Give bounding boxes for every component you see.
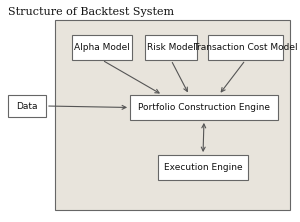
FancyBboxPatch shape [55, 20, 290, 210]
Text: Alpha Model: Alpha Model [74, 43, 130, 52]
Text: Execution Engine: Execution Engine [164, 163, 242, 172]
FancyBboxPatch shape [158, 155, 248, 180]
FancyBboxPatch shape [8, 95, 46, 117]
Text: Transaction Cost Model: Transaction Cost Model [193, 43, 298, 52]
Text: Portfolio Construction Engine: Portfolio Construction Engine [138, 103, 270, 112]
FancyBboxPatch shape [72, 35, 132, 60]
Text: Risk Model: Risk Model [147, 43, 195, 52]
FancyBboxPatch shape [208, 35, 283, 60]
FancyBboxPatch shape [145, 35, 197, 60]
Text: Structure of Backtest System: Structure of Backtest System [8, 7, 174, 17]
FancyBboxPatch shape [130, 95, 278, 120]
Text: Data: Data [16, 101, 38, 111]
